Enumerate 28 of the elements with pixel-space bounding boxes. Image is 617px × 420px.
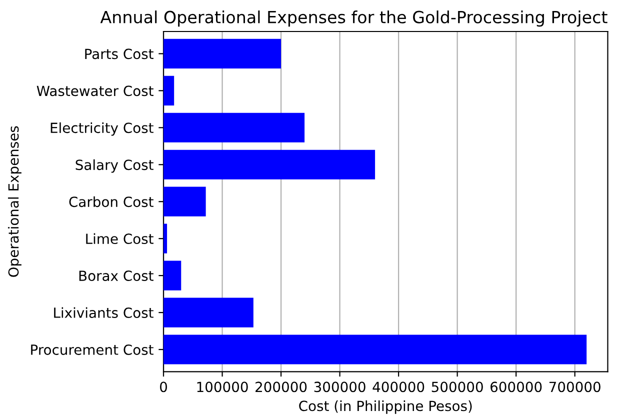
- x-tick-label: 0: [160, 382, 167, 392]
- bar: [164, 38, 282, 68]
- y-tick-label: Carbon Cost: [69, 196, 154, 208]
- x-tick-label: 500000: [432, 382, 483, 392]
- x-tick-label: 100000: [197, 382, 248, 392]
- y-tick-label: Lixiviants Cost: [54, 307, 154, 318]
- bar: [164, 112, 305, 142]
- y-tick-label: Wastewater Cost: [36, 86, 154, 96]
- x-tick-label: 400000: [372, 382, 424, 392]
- x-tick-label: 200000: [256, 382, 307, 392]
- y-tick-label: Electricity Cost: [50, 122, 154, 136]
- y-tick-label: Lime Cost: [86, 233, 154, 244]
- bar: [164, 76, 174, 106]
- x-tick-label: 700000: [549, 382, 600, 392]
- x-tick-label: 600000: [490, 382, 542, 392]
- bar: [164, 186, 206, 216]
- bar: [164, 298, 254, 328]
- y-tick-label: Salary Cost: [76, 159, 154, 173]
- x-tick-label: 300000: [314, 382, 366, 392]
- bar: [164, 150, 376, 180]
- x-axis-title: Cost (in Philippine Pesos): [299, 400, 472, 414]
- bar: [164, 334, 587, 364]
- chart-title: Annual Operational Expenses for the Gold-Processing Project: [100, 10, 608, 27]
- y-axis-title: Operational Expenses: [8, 126, 22, 277]
- y-tick-label: Parts Cost: [85, 48, 154, 60]
- y-tick-label: Borax Cost: [79, 270, 154, 282]
- y-tick-label: Procurement Cost: [31, 344, 154, 355]
- bar: [164, 260, 182, 290]
